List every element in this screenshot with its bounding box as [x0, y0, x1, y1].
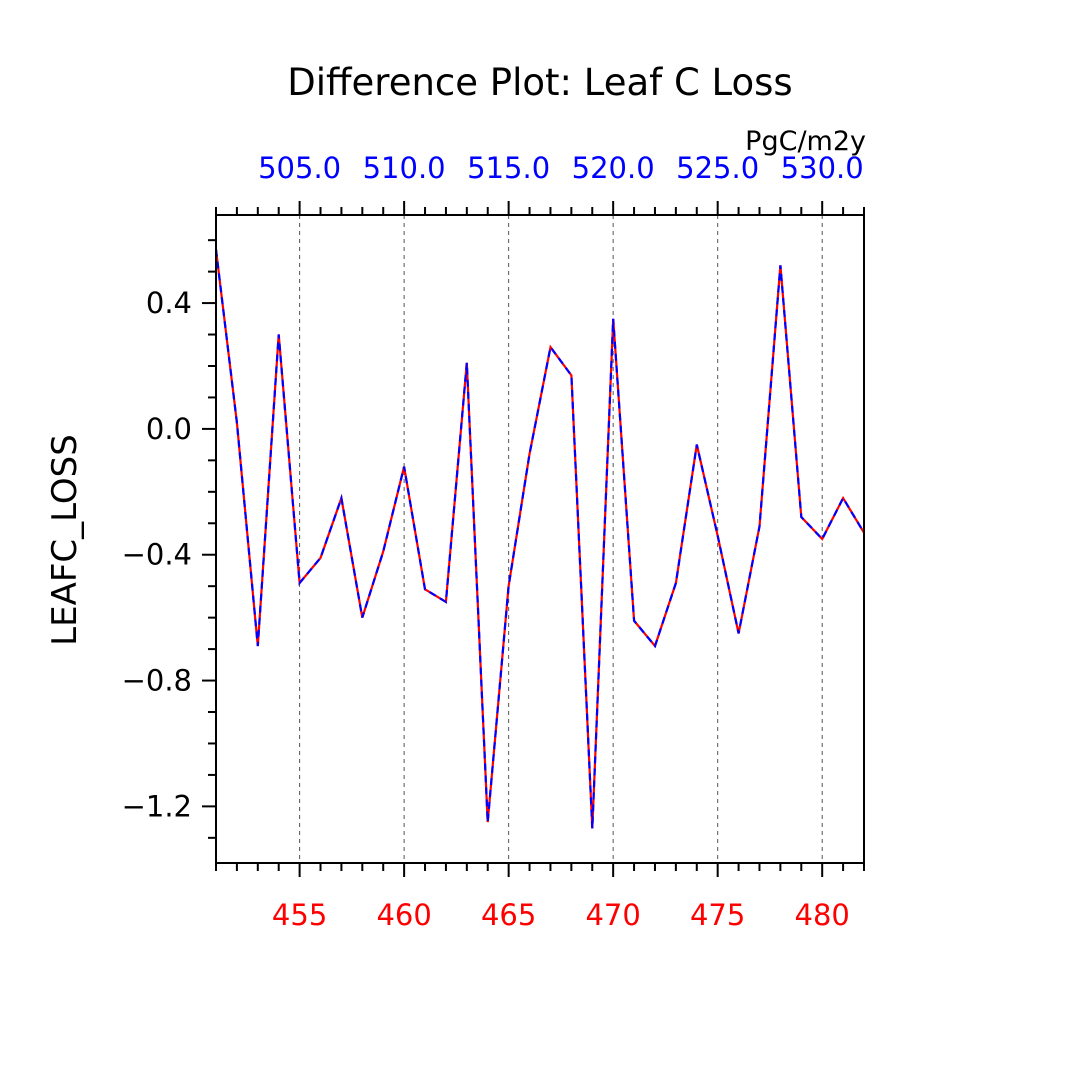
- x-tick-label-bottom: 455: [272, 898, 327, 932]
- plot-border: [215, 214, 865, 864]
- x-tick-label-top: 520.0: [572, 151, 655, 185]
- y-tick-label: −1.2: [122, 789, 192, 823]
- y-tick-label: 0.4: [146, 286, 192, 320]
- x-tick-label-top: 515.0: [467, 151, 550, 185]
- y-tick-label: −0.4: [122, 538, 192, 572]
- tick-labels: 455 460 465 470 475 480 505.0 510.0 515.0 520.0 52…: [122, 151, 864, 932]
- y-tick-label: −0.8: [122, 664, 192, 698]
- series-lines: [214, 249, 865, 829]
- chart-title: Difference Plot: Leaf C Loss: [287, 61, 792, 104]
- y-axis-label: LEAFC_LOSS: [45, 434, 85, 646]
- series-line-2: [214, 249, 865, 829]
- plot-frame: [215, 214, 865, 864]
- x-tick-label-bottom: 480: [795, 898, 850, 932]
- x-tick-label-top: 525.0: [676, 151, 759, 185]
- x-tick-label-bottom: 460: [376, 898, 431, 932]
- units-label: PgC/m2y: [745, 126, 866, 157]
- x-tick-label-bottom: 470: [585, 898, 640, 932]
- y-tick-label: 0.0: [146, 412, 192, 446]
- x-tick-label-top: 510.0: [363, 151, 446, 185]
- x-tick-label-top: 530.0: [781, 151, 864, 185]
- x-tick-label-top: 505.0: [258, 151, 341, 185]
- x-tick-label-bottom: 465: [481, 898, 536, 932]
- x-tick-label-bottom: 475: [690, 898, 745, 932]
- axis-ticks: [202, 201, 865, 877]
